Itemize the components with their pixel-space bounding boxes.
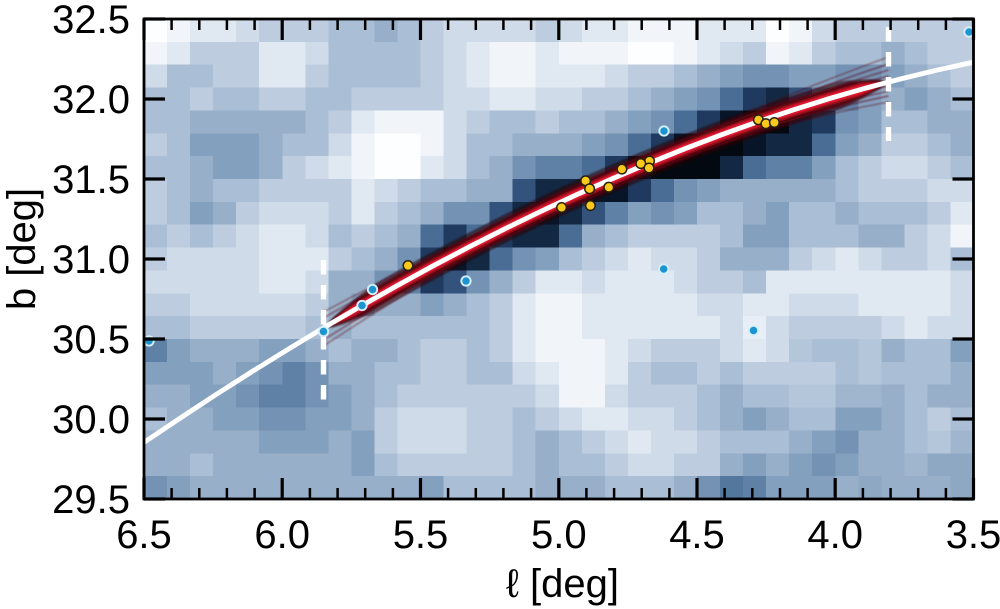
svg-text:b [deg]: b [deg] [0, 188, 44, 310]
svg-text:32.0: 32.0 [52, 78, 130, 122]
svg-text:4.5: 4.5 [669, 513, 725, 557]
svg-text:ℓ [deg]: ℓ [deg] [506, 562, 619, 606]
svg-text:30.5: 30.5 [52, 318, 130, 362]
svg-text:31.0: 31.0 [52, 238, 130, 282]
svg-text:32.5: 32.5 [52, 0, 130, 42]
svg-text:5.0: 5.0 [531, 513, 587, 557]
svg-text:3.5: 3.5 [946, 513, 1000, 557]
svg-text:31.5: 31.5 [52, 158, 130, 202]
svg-text:30.0: 30.0 [52, 398, 130, 442]
svg-text:29.5: 29.5 [52, 478, 130, 522]
svg-text:6.5: 6.5 [116, 513, 172, 557]
svg-text:5.5: 5.5 [393, 513, 449, 557]
svg-text:4.0: 4.0 [807, 513, 863, 557]
svg-text:6.0: 6.0 [254, 513, 310, 557]
